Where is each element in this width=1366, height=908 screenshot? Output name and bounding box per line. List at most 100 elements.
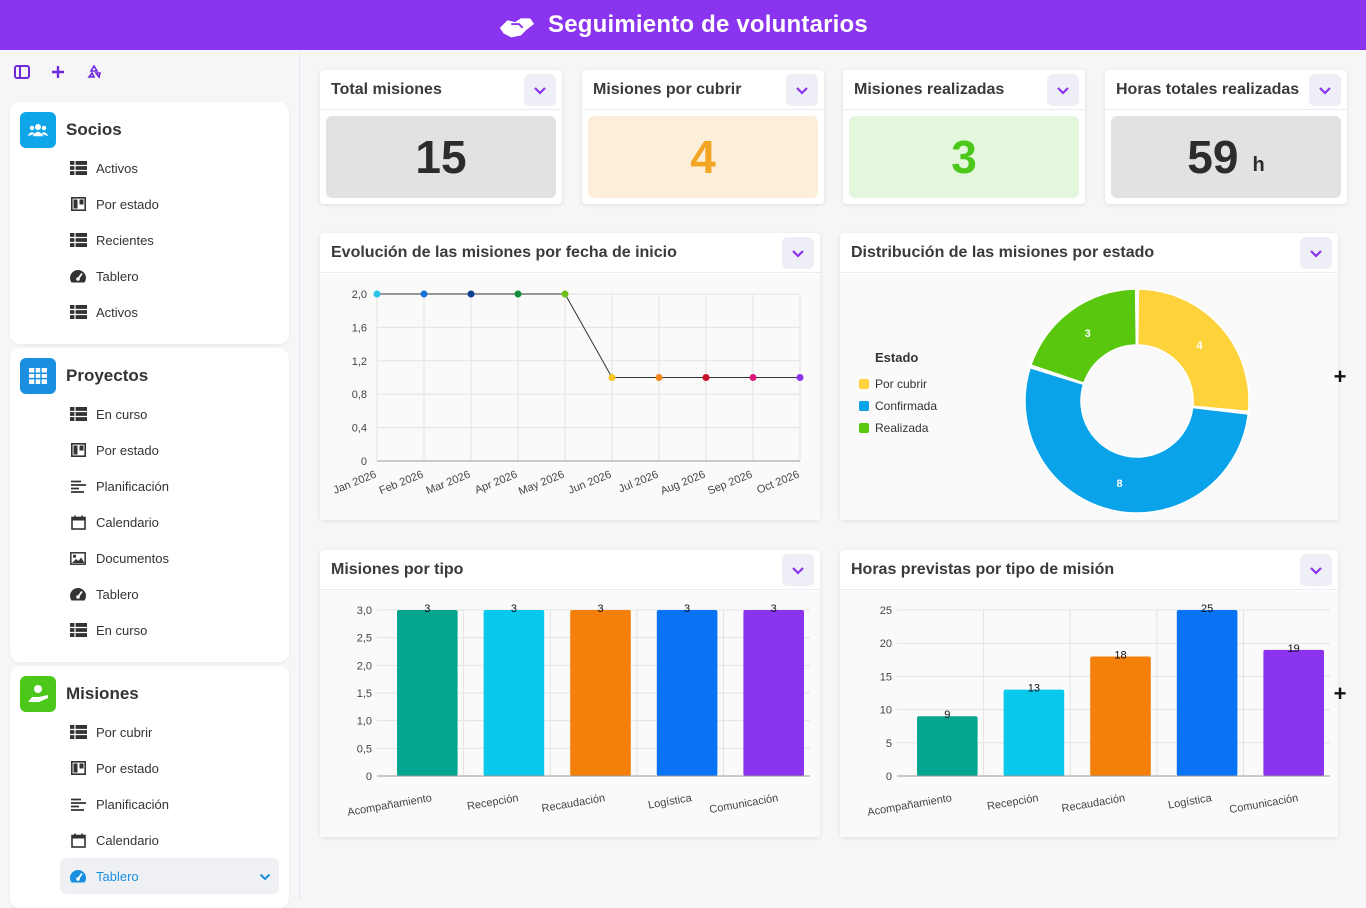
sidebar-item-activos[interactable]: Activos	[68, 294, 289, 330]
dashboard-icon	[68, 586, 88, 602]
bar	[483, 610, 545, 776]
bar	[570, 610, 631, 776]
series-line	[377, 293, 800, 378]
sidebar-item-activos[interactable]: Activos	[68, 150, 289, 186]
bar-value-label: 3	[684, 603, 690, 615]
chevron-down-icon[interactable]	[782, 554, 814, 586]
sidebar-item-label: Calendario	[96, 832, 159, 848]
y-tick-label: 20	[880, 638, 892, 650]
sidebar-item-calendario[interactable]: Calendario	[68, 504, 289, 540]
sidebar-group-header[interactable]: Misiones	[20, 676, 289, 712]
chevron-down-icon[interactable]	[1047, 74, 1079, 106]
chevron-down-icon[interactable]	[1300, 554, 1332, 586]
bar-value-label: 19	[1288, 643, 1300, 655]
gantt-icon	[68, 796, 88, 812]
bar-chart-card-hours: Horas previstas por tipo de misión 0 5 10 1…	[840, 550, 1340, 837]
slice-label: 8	[1116, 478, 1122, 490]
recycle-icon[interactable]	[82, 60, 106, 84]
kpi-value-box: 4	[588, 116, 818, 198]
panel-icon[interactable]	[10, 60, 34, 84]
bar-chart-card-types: Misiones por tipo 0 0,5 1,0 1,5 2,0 2,5 3,0 3 Ac…	[320, 550, 820, 837]
pie-chart-area: 4 8 3 Estado Por cubrir Confirmada Realizada	[840, 274, 1338, 520]
chevron-down-icon[interactable]	[786, 74, 818, 106]
sidebar-item-por-estado[interactable]: Por estado	[68, 186, 289, 222]
sidebar-item-label: Planificación	[96, 478, 169, 494]
y-tick-label: 3,0	[357, 605, 372, 617]
sidebar-group-header[interactable]: Proyectos	[20, 358, 289, 394]
sidebar-item-documentos[interactable]: Documentos	[68, 540, 289, 576]
kpi-title: Total misiones	[320, 70, 562, 110]
legend-entry: Por cubrir	[875, 377, 927, 391]
kpi-card: Misiones realizadas 3	[843, 70, 1085, 204]
slice-label: 3	[1085, 328, 1091, 340]
sidebar: Socios Activos Por estado Recientes Tablero A…	[0, 50, 300, 908]
bar	[743, 610, 804, 776]
kanban-icon	[68, 196, 88, 212]
dashboard-icon	[68, 868, 88, 884]
add-widget-button[interactable]: +	[1333, 681, 1347, 706]
handshake-icon	[499, 18, 535, 38]
kpi-value: 59	[1187, 131, 1239, 183]
chevron-down-icon[interactable]	[259, 869, 271, 884]
kpi-card: Horas totales realizadas 59 h	[1105, 70, 1347, 204]
bar-value-label: 13	[1028, 683, 1040, 695]
sidebar-item-calendario[interactable]: Calendario	[68, 822, 289, 858]
sidebar-group-header[interactable]: Socios	[20, 112, 289, 148]
y-tick-label: 2,5	[357, 633, 372, 645]
kpi-title: Misiones por cubrir	[582, 70, 824, 110]
sidebar-item-por-estado[interactable]: Por estado	[68, 432, 289, 468]
sidebar-item-en-curso[interactable]: En curso	[68, 396, 289, 432]
sidebar-item-tablero[interactable]: Tablero	[68, 258, 289, 294]
bar-value-label: 25	[1201, 603, 1213, 615]
sidebar-item-por-cubrir[interactable]: Por cubrir	[68, 714, 289, 750]
sidebar-group-proyectos: Proyectos En curso Por estado Planificación…	[10, 348, 289, 662]
bar	[1090, 656, 1151, 776]
data-point	[514, 290, 522, 298]
bar-value-label: 3	[424, 603, 430, 615]
sidebar-item-label: En curso	[96, 406, 148, 422]
bar	[397, 610, 458, 776]
kpi-unit: h	[1252, 153, 1265, 176]
kpi-value: 4	[690, 131, 716, 183]
pie-slice	[1029, 288, 1138, 385]
y-tick-label: 1,2	[352, 356, 367, 368]
legend-swatch	[859, 401, 869, 411]
sidebar-item-label: Activos	[96, 160, 138, 176]
data-point	[608, 374, 616, 381]
kpi-title: Misiones realizadas	[843, 70, 1085, 110]
bar-chart-title: Horas previstas por tipo de misión	[840, 550, 1338, 590]
sidebar-item-label: Recientes	[96, 232, 154, 248]
kpi-card: Misiones por cubrir 4	[582, 70, 824, 204]
chevron-down-icon[interactable]	[524, 74, 556, 106]
chevron-down-icon[interactable]	[782, 237, 814, 269]
line-chart-title: Evolución de las misiones por fecha de i…	[320, 233, 820, 273]
add-widget-button[interactable]: +	[1333, 364, 1347, 389]
data-point	[796, 374, 804, 381]
bar-chart-title: Misiones por tipo	[320, 550, 820, 590]
bar-value-label: 18	[1114, 649, 1126, 661]
pie-slice	[1136, 288, 1250, 413]
app-title: Seguimiento de voluntarios	[548, 11, 868, 38]
sidebar-item-en-curso[interactable]: En curso	[68, 612, 289, 648]
add-icon[interactable]	[46, 60, 70, 84]
y-tick-label: 10	[880, 705, 892, 717]
sidebar-item-por-estado[interactable]: Por estado	[68, 750, 289, 786]
y-tick-label: 1,5	[357, 688, 372, 700]
sidebar-item-tablero[interactable]: Tablero	[60, 858, 279, 894]
bar-value-label: 9	[944, 709, 950, 721]
sidebar-item-tablero[interactable]: Tablero	[68, 576, 289, 612]
chevron-down-icon[interactable]	[1300, 237, 1332, 269]
sidebar-group-misiones: Misiones Por cubrir Por estado Planificació…	[10, 666, 289, 908]
bar-value-label: 3	[597, 603, 603, 615]
sidebar-item-label: Tablero	[96, 268, 139, 284]
kpi-title: Horas totales realizadas	[1105, 70, 1347, 110]
sidebar-item-planificación[interactable]: Planificación	[68, 468, 289, 504]
sidebar-item-planificación[interactable]: Planificación	[68, 786, 289, 822]
sidebar-item-label: Tablero	[96, 586, 139, 602]
chevron-down-icon[interactable]	[1309, 74, 1341, 106]
sidebar-item-recientes[interactable]: Recientes	[68, 222, 289, 258]
kanban-icon	[68, 760, 88, 776]
donut-chart: 4 8 3 Estado Por cubrir Confirmada Realizada	[859, 288, 1250, 514]
bar	[656, 610, 718, 776]
table-icon	[68, 232, 88, 248]
